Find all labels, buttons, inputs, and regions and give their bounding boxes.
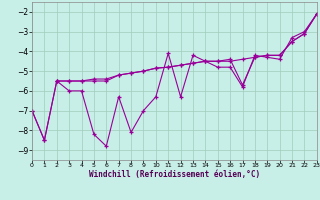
X-axis label: Windchill (Refroidissement éolien,°C): Windchill (Refroidissement éolien,°C) [89,170,260,179]
